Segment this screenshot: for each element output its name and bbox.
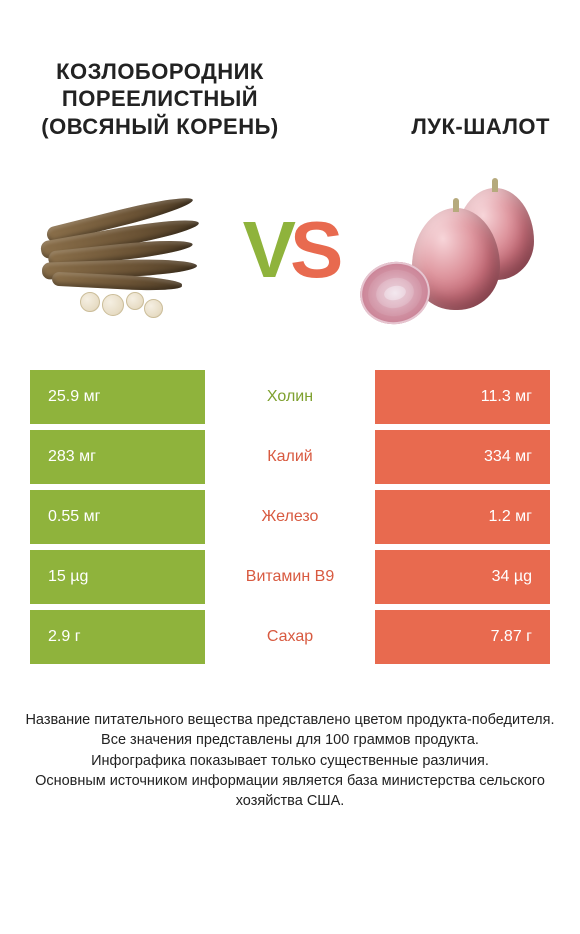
vs-label: VS: [243, 210, 338, 290]
vs-v: V: [243, 205, 290, 294]
product-right-title: ЛУК-ШАЛОТ: [411, 113, 550, 141]
cell-right-value: 334 мг: [375, 430, 550, 484]
product-left-title: КОЗЛОБОРОДНИК ПОРЕЕЛИСТНЫЙ (ОВСЯНЫЙ КОРЕ…: [30, 58, 290, 141]
table-row: 0.55 мгЖелезо1.2 мг: [30, 490, 550, 544]
footer-line: Основным источником информации является …: [25, 771, 555, 812]
vs-s: S: [290, 205, 337, 294]
cell-right-value: 7.87 г: [375, 610, 550, 664]
cell-right-value: 34 µg: [375, 550, 550, 604]
table-row: 2.9 гСахар7.87 г: [30, 610, 550, 664]
footer-line: Инфографика показывает только существенн…: [25, 751, 555, 771]
footer-line: Название питательного вещества представл…: [25, 710, 555, 730]
table-row: 15 µgВитамин B934 µg: [30, 550, 550, 604]
cell-nutrient-label: Сахар: [205, 610, 375, 664]
cell-right-value: 11.3 мг: [375, 370, 550, 424]
table-row: 283 мгКалий334 мг: [30, 430, 550, 484]
header: КОЗЛОБОРОДНИК ПОРЕЕЛИСТНЫЙ (ОВСЯНЫЙ КОРЕ…: [0, 0, 580, 150]
comparison-table: 25.9 мгХолин11.3 мг 283 мгКалий334 мг 0.55…: [0, 370, 580, 664]
images-row: VS: [0, 150, 580, 370]
product-left-image: [30, 160, 230, 340]
cell-nutrient-label: Калий: [205, 430, 375, 484]
cell-nutrient-label: Витамин B9: [205, 550, 375, 604]
product-right-image: [350, 160, 550, 340]
cell-nutrient-label: Железо: [205, 490, 375, 544]
footer-notes: Название питательного вещества представл…: [0, 670, 580, 811]
cell-left-value: 283 мг: [30, 430, 205, 484]
cell-left-value: 2.9 г: [30, 610, 205, 664]
cell-nutrient-label: Холин: [205, 370, 375, 424]
footer-line: Все значения представлены для 100 граммо…: [25, 730, 555, 750]
cell-left-value: 0.55 мг: [30, 490, 205, 544]
cell-right-value: 1.2 мг: [375, 490, 550, 544]
table-row: 25.9 мгХолин11.3 мг: [30, 370, 550, 424]
cell-left-value: 15 µg: [30, 550, 205, 604]
cell-left-value: 25.9 мг: [30, 370, 205, 424]
